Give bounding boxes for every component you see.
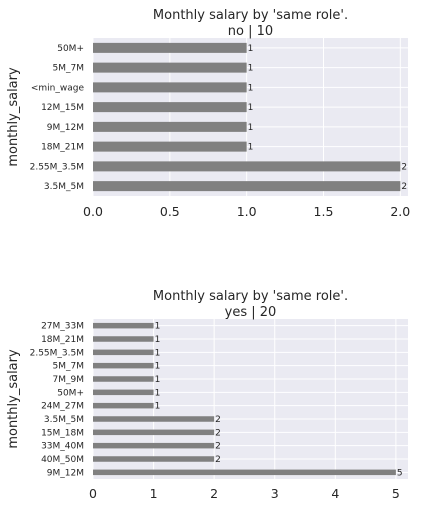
data-label-0: 1 xyxy=(248,83,254,93)
bar-1 xyxy=(93,442,215,449)
data-label-1: 1 xyxy=(155,322,161,332)
x-tick-label-0: 0.0 xyxy=(83,204,103,219)
y-tick-label-0: 9M_12M xyxy=(47,123,84,133)
y-tick-label-0: 50M+ xyxy=(57,44,84,54)
y-tick-label-1: 2.55M_3.5M xyxy=(30,348,84,358)
y-axis-label-0: monthly_salary xyxy=(6,67,21,167)
bar-1 xyxy=(93,402,154,409)
y-tick-label-1: 3.5M_5M xyxy=(44,415,84,425)
y-tick-label-1: 33M_40M xyxy=(41,442,84,452)
bar-1 xyxy=(93,376,154,382)
x-tick-label-1: 5 xyxy=(392,486,400,501)
x-tick-label-0: 1.0 xyxy=(237,204,257,219)
x-tick-label-1: 3 xyxy=(271,486,279,501)
chart-title-0: Monthly salary by 'same role'. xyxy=(153,8,348,23)
data-label-1: 2 xyxy=(215,415,221,425)
y-tick-label-0: <min_wage xyxy=(31,83,85,93)
data-label-1: 2 xyxy=(215,442,221,452)
data-label-0: 1 xyxy=(248,143,254,153)
bar-1 xyxy=(93,389,154,396)
bar-1 xyxy=(93,349,154,356)
data-label-1: 1 xyxy=(155,335,161,345)
data-label-1: 1 xyxy=(155,362,161,372)
data-label-1: 5 xyxy=(397,468,403,478)
bar-0 xyxy=(93,121,247,132)
bar-1 xyxy=(93,322,154,329)
y-tick-label-1: 15M_18M xyxy=(41,428,84,438)
bar-1 xyxy=(93,362,154,369)
bar-1 xyxy=(93,456,215,462)
y-tick-label-0: 3.5M_5M xyxy=(44,182,84,192)
data-label-0: 1 xyxy=(248,103,254,113)
y-tick-label-0: 12M_15M xyxy=(41,103,84,113)
x-tick-label-0: 1.5 xyxy=(314,204,334,219)
bar-0 xyxy=(93,102,247,113)
bar-0 xyxy=(93,141,247,152)
data-label-1: 1 xyxy=(155,388,161,398)
bar-0 xyxy=(93,82,247,93)
y-tick-label-1: 50M+ xyxy=(57,388,84,398)
plot-area-1 xyxy=(93,319,408,479)
data-label-0: 2 xyxy=(401,182,407,192)
x-tick-label-1: 4 xyxy=(331,486,339,501)
chart-subtitle-0: no | 10 xyxy=(228,24,273,39)
bar-0 xyxy=(93,181,401,192)
bar-1 xyxy=(93,336,154,342)
bar-1 xyxy=(93,416,215,422)
x-tick-label-1: 0 xyxy=(89,486,97,501)
data-label-0: 1 xyxy=(248,64,254,74)
bar-0 xyxy=(93,42,247,53)
data-label-0: 1 xyxy=(248,123,254,133)
x-tick-label-1: 2 xyxy=(210,486,218,501)
y-tick-label-1: 9M_12M xyxy=(47,468,84,478)
data-label-1: 1 xyxy=(155,375,161,385)
data-label-1: 2 xyxy=(215,455,221,465)
y-tick-label-1: 18M_21M xyxy=(41,335,84,345)
y-axis-label-1: monthly_salary xyxy=(6,349,21,449)
y-tick-label-1: 40M_50M xyxy=(41,455,84,465)
bar-1 xyxy=(93,469,396,476)
x-tick-label-0: 2.0 xyxy=(390,204,410,219)
data-label-1: 1 xyxy=(155,348,161,358)
y-tick-label-1: 27M_33M xyxy=(41,322,84,332)
y-tick-label-0: 18M_21M xyxy=(41,143,84,153)
data-label-1: 1 xyxy=(155,402,161,412)
chart-title-1: Monthly salary by 'same role'. xyxy=(153,289,348,304)
bar-0 xyxy=(93,62,247,73)
chart-subtitle-1: yes | 20 xyxy=(225,305,277,320)
x-tick-label-0: 0.5 xyxy=(160,204,180,219)
bar-1 xyxy=(93,429,215,436)
data-label-0: 2 xyxy=(401,162,407,172)
y-tick-label-1: 7M_9M xyxy=(53,375,84,385)
x-tick-label-1: 1 xyxy=(150,486,158,501)
plot-area-0 xyxy=(93,38,408,196)
data-label-0: 1 xyxy=(248,44,254,54)
y-tick-label-1: 5M_7M xyxy=(53,362,84,372)
data-label-1: 2 xyxy=(215,428,221,438)
y-tick-label-0: 5M_7M xyxy=(53,64,84,74)
y-tick-label-0: 2.55M_3.5M xyxy=(30,162,84,172)
y-tick-label-1: 24M_27M xyxy=(41,402,84,412)
bar-0 xyxy=(93,161,401,172)
